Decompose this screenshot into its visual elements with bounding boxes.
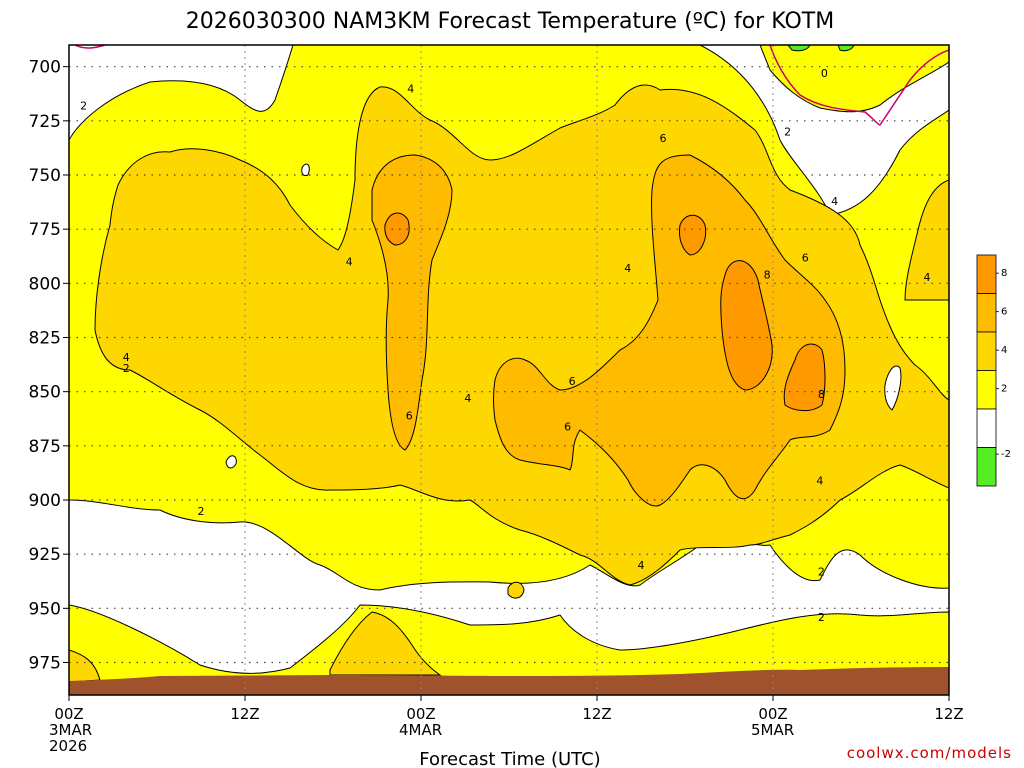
region-8c-c <box>720 260 773 391</box>
contour-label-14: 4 <box>831 195 838 208</box>
x-tick-label-0-1: 3MAR <box>49 721 92 739</box>
colorbar-label-1: 6 <box>1001 307 1007 318</box>
x-tick-label-24-0: 00Z <box>406 705 435 723</box>
region-8c-d <box>783 343 826 412</box>
colorbar-label-4: -2 <box>1001 449 1011 460</box>
contour-label-15: 6 <box>802 251 809 264</box>
contour-label-12: 2 <box>784 126 791 139</box>
contour-label-16: 8 <box>764 269 771 282</box>
y-tick-label-800: 800 <box>29 274 61 294</box>
x-tick-label-36-0: 12Z <box>582 705 611 723</box>
colorbar-band-5 <box>976 447 997 487</box>
contour-label-8: 6 <box>569 375 576 388</box>
y-tick-label-850: 850 <box>29 383 61 403</box>
y-tick-label-975: 975 <box>29 654 61 674</box>
region-4c-right <box>904 179 949 301</box>
region-8c-b <box>679 214 707 256</box>
region-4c-patch <box>507 581 525 599</box>
x-tick-label-0-0: 00Z <box>54 705 83 723</box>
region-6c-main <box>493 154 846 507</box>
contour-label-18: 4 <box>816 475 823 488</box>
contour-label-3: 4 <box>123 351 130 364</box>
y-tick-label-900: 900 <box>29 491 61 511</box>
x-axis-label: Forecast Time (UTC) <box>419 749 600 768</box>
y-tick-label-775: 775 <box>29 220 61 240</box>
contour-label-20: 4 <box>638 559 645 572</box>
contour-label-1: 4 <box>407 82 414 95</box>
contour-label-19: 4 <box>924 271 931 284</box>
region-white-hole-1 <box>884 365 902 411</box>
colorbar: 8 6 4 2 -2 <box>976 254 1011 487</box>
x-tick-label-12-0: 12Z <box>230 705 259 723</box>
region-8c-a <box>384 212 410 246</box>
contour-label-0: 2 <box>80 100 87 113</box>
contour-label-5: 2 <box>198 505 205 518</box>
region-white-hole-3 <box>301 163 310 176</box>
credit-text[interactable]: coolwx.com/models <box>847 744 1012 762</box>
y-tick-label-925: 925 <box>29 545 61 565</box>
x-tick-label-48-1: 5MAR <box>751 721 794 739</box>
contour-label-9: 6 <box>564 420 571 433</box>
y-tick-label-875: 875 <box>29 437 61 457</box>
contour-label-7: 4 <box>464 392 471 405</box>
y-tick-label-825: 825 <box>29 329 61 349</box>
terrain-ground <box>69 667 949 695</box>
contour-label-11: 6 <box>660 132 667 145</box>
contour-label-2: 4 <box>346 256 353 269</box>
contour-label-17: 8 <box>818 388 825 401</box>
x-tick-label-48-0: 00Z <box>758 705 787 723</box>
y-tick-label-950: 950 <box>29 599 61 619</box>
colorbar-label-2: 4 <box>1001 345 1007 356</box>
contour-label-21: 2 <box>818 566 825 579</box>
y-tick-label-750: 750 <box>29 166 61 186</box>
x-tick-label-60-0: 12Z <box>934 705 963 723</box>
y-axis: 700 725 750 775 800 825 850 875 900 925 950 975 <box>29 58 69 674</box>
colorbar-band-0 <box>976 254 997 294</box>
colorbar-band-3 <box>976 370 997 410</box>
contour-label-6: 6 <box>406 410 413 423</box>
region-white-hole-2 <box>225 455 237 469</box>
contour-label-4: 2 <box>123 362 130 375</box>
chart-title: 2026030300 NAM3KM Forecast Temperature (… <box>186 9 834 34</box>
gridlines <box>69 45 949 695</box>
colorbar-band-1 <box>976 293 997 333</box>
y-tick-label-725: 725 <box>29 112 61 132</box>
region-4c-low-mid <box>329 611 442 676</box>
x-tick-label-0-2: 2026 <box>49 737 87 755</box>
plot-frame <box>68 44 950 696</box>
contour-label-10: 4 <box>624 262 631 275</box>
contour-label-13: 0 <box>821 67 828 80</box>
colorbar-band-4 <box>976 408 997 448</box>
contour-label-22: 2 <box>818 611 825 624</box>
y-tick-label-700: 700 <box>29 58 61 78</box>
filled-contours <box>69 45 949 695</box>
colorbar-label-0: 8 <box>1001 268 1007 279</box>
colorbar-label-3: 2 <box>1001 384 1007 395</box>
colorbar-band-2 <box>976 331 997 371</box>
x-tick-label-24-1: 4MAR <box>399 721 442 739</box>
contour-0c <box>769 45 949 126</box>
